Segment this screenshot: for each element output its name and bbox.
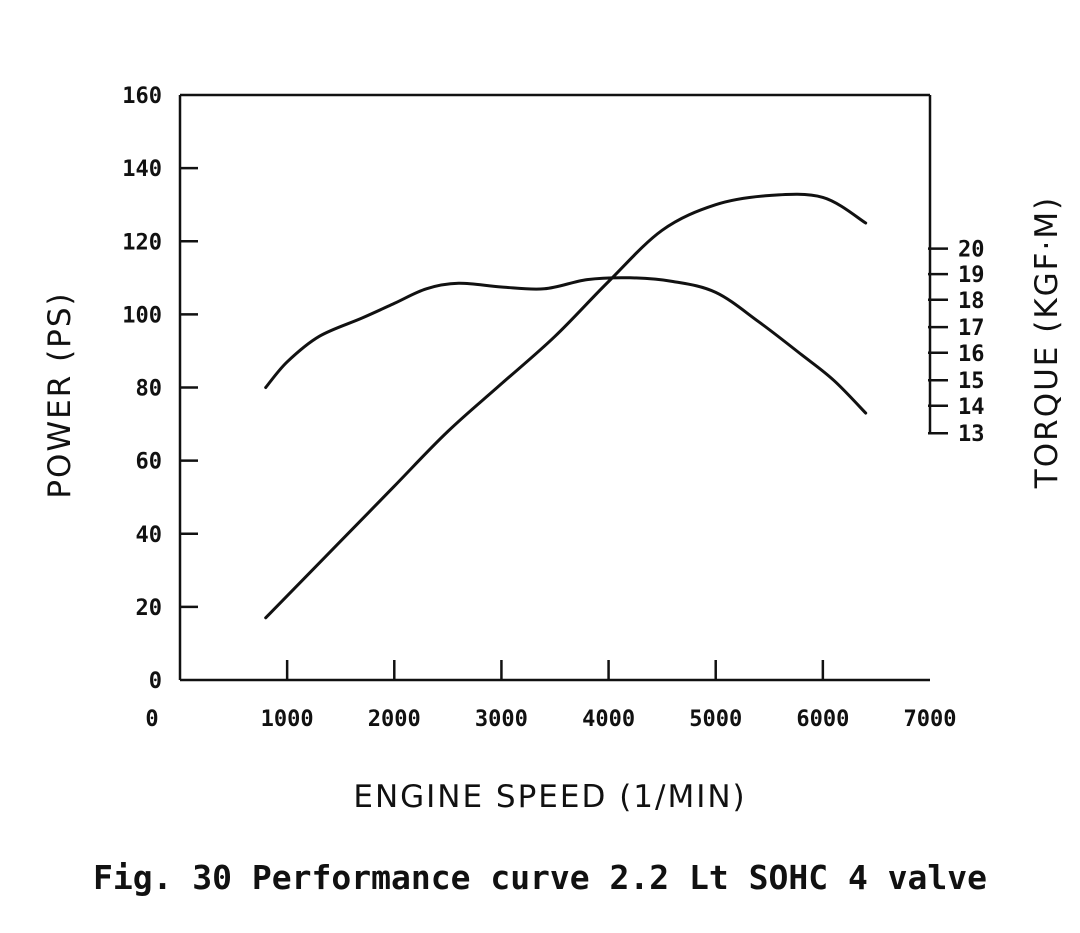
curves	[264, 192, 868, 620]
y-tick-label: 60	[136, 450, 163, 475]
y-tick-label: 0	[149, 669, 162, 694]
y-tick-label: 100	[122, 303, 162, 328]
torque-tick-label: 18	[958, 289, 985, 314]
torque-tick-label: 16	[958, 342, 985, 367]
x-tick-label: 4000	[582, 707, 635, 732]
y-tick-label: 40	[136, 523, 163, 548]
y-tick-label: 80	[136, 377, 163, 402]
torque-tick-label: 13	[958, 422, 985, 447]
x-tick-label: 7000	[904, 707, 957, 732]
y-axis-title: POWER (PS)	[42, 291, 78, 498]
x-tick-label: 5000	[689, 707, 742, 732]
x-axis-title: ENGINE SPEED (1/MIN)	[353, 779, 746, 815]
y-tick-label: 140	[122, 157, 162, 182]
x-axis-ticks: 0 1000 2000 3000 4000 5000 6000 7000	[145, 660, 956, 732]
x-tick-label: 3000	[475, 707, 528, 732]
power-curve	[264, 192, 868, 620]
y-axis-ticks: 0 20 40 60 80 100 120 140 160	[122, 84, 198, 694]
y-tick-label: 160	[122, 84, 162, 109]
torque-tick-label: 17	[958, 316, 985, 341]
torque-axis-title: TORQUE (KGF·M)	[1029, 196, 1065, 489]
torque-tick-label: 14	[958, 395, 985, 420]
torque-tick-label: 19	[958, 263, 985, 288]
torque-tick-label: 20	[958, 238, 985, 263]
torque-tick-label: 15	[958, 369, 985, 394]
x-tick-label: 1000	[261, 707, 314, 732]
x-tick-label: 0	[145, 707, 158, 732]
y-tick-label: 120	[122, 230, 162, 255]
y-tick-label: 20	[136, 596, 163, 621]
figure-caption: Fig. 30 Performance curve 2.2 Lt SOHC 4 …	[92, 858, 988, 897]
x-tick-label: 6000	[796, 707, 849, 732]
x-tick-label: 2000	[368, 707, 421, 732]
torque-curve	[264, 276, 868, 415]
